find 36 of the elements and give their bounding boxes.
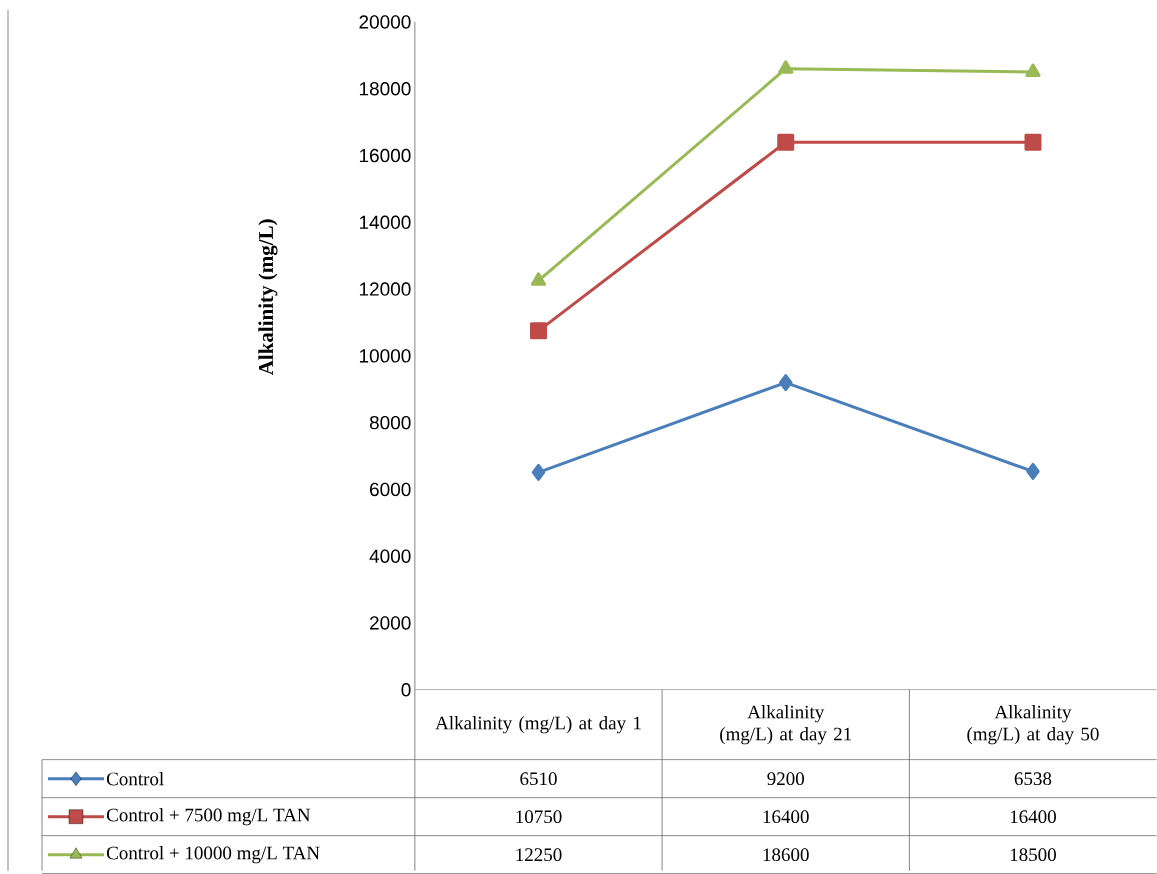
legend-label: Control + 10000 mg/L TAN — [106, 846, 320, 864]
x-tick-label: Alkalinity (mg/L) at day 21 — [720, 705, 852, 745]
y-tick-label: 12000 — [359, 282, 411, 296]
x-tick-label: Alkalinity (mg/L) at day 50 — [967, 705, 1099, 745]
point — [530, 272, 547, 286]
point — [1026, 462, 1040, 480]
data-label: 9200 — [767, 772, 804, 786]
point — [1025, 63, 1041, 78]
data-label: 10750 — [516, 810, 562, 824]
y-tick-label: 18000 — [359, 82, 411, 96]
point — [777, 133, 795, 151]
data-label: 16400 — [763, 810, 809, 824]
y-tick-label: 0 — [401, 682, 411, 697]
y-tick-label: 8000 — [369, 415, 411, 430]
data-label: 12250 — [516, 848, 562, 862]
data-label: 6538 — [1014, 772, 1052, 786]
y-tick-label: 14000 — [359, 215, 411, 229]
y-tick-label: 6000 — [370, 482, 411, 497]
y-tick-label: 10000 — [359, 349, 411, 363]
legend-label: Control — [106, 772, 164, 786]
y-tick-label: 20000 — [359, 15, 411, 29]
x-tick-label: Alkalinity (mg/L) at day 1 — [435, 716, 641, 734]
point — [529, 322, 547, 340]
y-tick-label: 2000 — [370, 616, 411, 630]
data-label: 16400 — [1010, 810, 1056, 824]
y-tick-label: 4000 — [369, 549, 411, 563]
data-label: 18600 — [763, 848, 809, 862]
y-axis-title: Alkalinity (mg/L) — [258, 219, 278, 376]
point — [1024, 133, 1042, 151]
point — [778, 60, 794, 74]
data-label: 6510 — [520, 772, 557, 786]
legend-label: Control + 7500 mg/L TAN — [106, 808, 311, 826]
point — [778, 374, 793, 392]
point — [531, 463, 546, 481]
y-tick-label: 16000 — [359, 148, 411, 163]
data-label: 18500 — [1010, 848, 1056, 862]
